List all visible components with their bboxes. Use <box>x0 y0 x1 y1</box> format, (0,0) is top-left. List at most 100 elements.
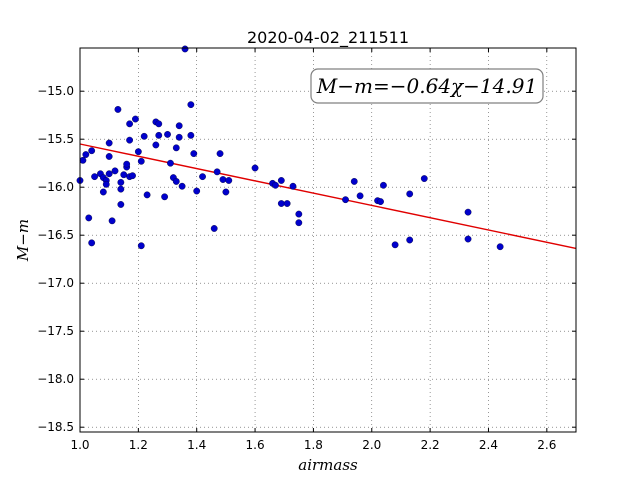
x-tick-label: 1.8 <box>304 438 323 452</box>
chart-title: 2020-04-02_211511 <box>247 28 409 48</box>
y-tick-label: −15.5 <box>37 132 74 146</box>
data-point <box>134 148 142 156</box>
fit-line <box>79 143 577 250</box>
data-point <box>277 200 285 207</box>
data-point <box>175 133 183 141</box>
data-point <box>91 173 98 181</box>
data-point <box>356 192 364 200</box>
data-point <box>79 156 87 164</box>
data-point <box>496 243 504 251</box>
data-point <box>219 176 227 183</box>
data-point <box>187 131 195 139</box>
x-tick-label: 1.6 <box>246 438 265 452</box>
data-point <box>88 147 96 155</box>
y-tick-label: −16.5 <box>37 228 74 242</box>
data-point <box>391 241 399 249</box>
data-point <box>137 157 145 165</box>
data-point <box>105 153 113 160</box>
y-axis-label: M−m <box>14 219 32 262</box>
annotation-box <box>310 68 544 104</box>
data-point <box>167 159 174 167</box>
data-point <box>406 190 414 198</box>
data-point <box>380 181 387 189</box>
data-point <box>420 175 428 182</box>
data-point <box>216 150 224 158</box>
data-point <box>126 136 134 144</box>
data-point <box>172 144 180 152</box>
data-point <box>342 196 349 204</box>
data-point <box>105 170 113 178</box>
data-point <box>120 171 128 179</box>
data-point <box>181 45 189 53</box>
y-tick-label: −18.0 <box>37 372 74 386</box>
data-point <box>199 173 206 181</box>
data-point <box>213 168 221 176</box>
data-point <box>102 180 110 188</box>
data-point <box>295 219 303 227</box>
annotation-text: M−m=−0.64χ−14.91 <box>316 74 537 98</box>
data-point <box>140 132 148 140</box>
data-point <box>464 235 472 243</box>
data-point <box>251 164 259 172</box>
data-point <box>105 139 113 147</box>
data-point <box>178 182 186 190</box>
data-point <box>152 141 160 149</box>
data-point <box>277 177 285 184</box>
data-point <box>88 239 96 247</box>
data-point <box>225 177 233 184</box>
data-point <box>464 208 472 216</box>
data-point <box>272 181 279 189</box>
data-point <box>111 167 119 175</box>
data-point <box>161 193 169 201</box>
data-point <box>289 182 297 190</box>
y-tick-label: −17.0 <box>37 276 74 290</box>
y-tick-label: −15.0 <box>37 84 74 98</box>
data-point <box>129 172 136 180</box>
data-point <box>187 101 195 109</box>
data-point <box>117 178 125 186</box>
data-point <box>85 214 93 222</box>
x-tick-label: 1.0 <box>70 438 89 452</box>
y-tick-label: −16.0 <box>37 180 74 194</box>
data-point <box>193 187 201 195</box>
plot-frame <box>79 47 577 433</box>
data-point <box>172 178 180 185</box>
data-point <box>350 178 358 185</box>
data-point <box>99 188 107 196</box>
plot-background <box>80 48 576 432</box>
x-tick-label: 2.4 <box>479 438 498 452</box>
data-points <box>76 45 504 251</box>
data-point <box>143 191 151 199</box>
y-tick-label: −18.5 <box>37 420 74 434</box>
data-point <box>114 106 122 113</box>
x-tick-label: 2.2 <box>421 438 440 452</box>
data-point <box>126 120 134 128</box>
data-point <box>108 217 116 225</box>
data-point <box>164 130 171 138</box>
data-point <box>123 160 131 168</box>
y-axis-ticks: −15.0 −15.5 −16.0 −16.5 −17.0 −17.5 −18.0 −18.5 <box>37 84 576 434</box>
x-tick-label: 2.6 <box>537 438 556 452</box>
data-point <box>377 198 384 206</box>
data-point <box>155 131 163 139</box>
fit-line-group <box>79 143 577 250</box>
x-tick-label: 1.4 <box>187 438 206 452</box>
data-point <box>283 200 291 207</box>
x-tick-label: 1.2 <box>129 438 148 452</box>
data-point <box>155 120 163 128</box>
data-point <box>137 242 145 250</box>
data-point <box>117 185 125 193</box>
x-axis-label: airmass <box>298 456 358 474</box>
data-point <box>406 236 414 244</box>
x-axis-ticks: 1.0 1.2 1.4 1.6 1.8 2.0 2.2 2.4 2.6 <box>70 48 556 452</box>
data-point <box>295 210 303 218</box>
fit-annotation: M−m=−0.64χ−14.91 <box>310 68 544 104</box>
x-tick-label: 2.0 <box>362 438 381 452</box>
data-point <box>210 225 218 232</box>
data-point <box>175 122 183 130</box>
data-point <box>117 201 125 208</box>
data-point <box>132 115 139 123</box>
data-point <box>82 151 90 158</box>
y-tick-label: −17.5 <box>37 324 74 338</box>
